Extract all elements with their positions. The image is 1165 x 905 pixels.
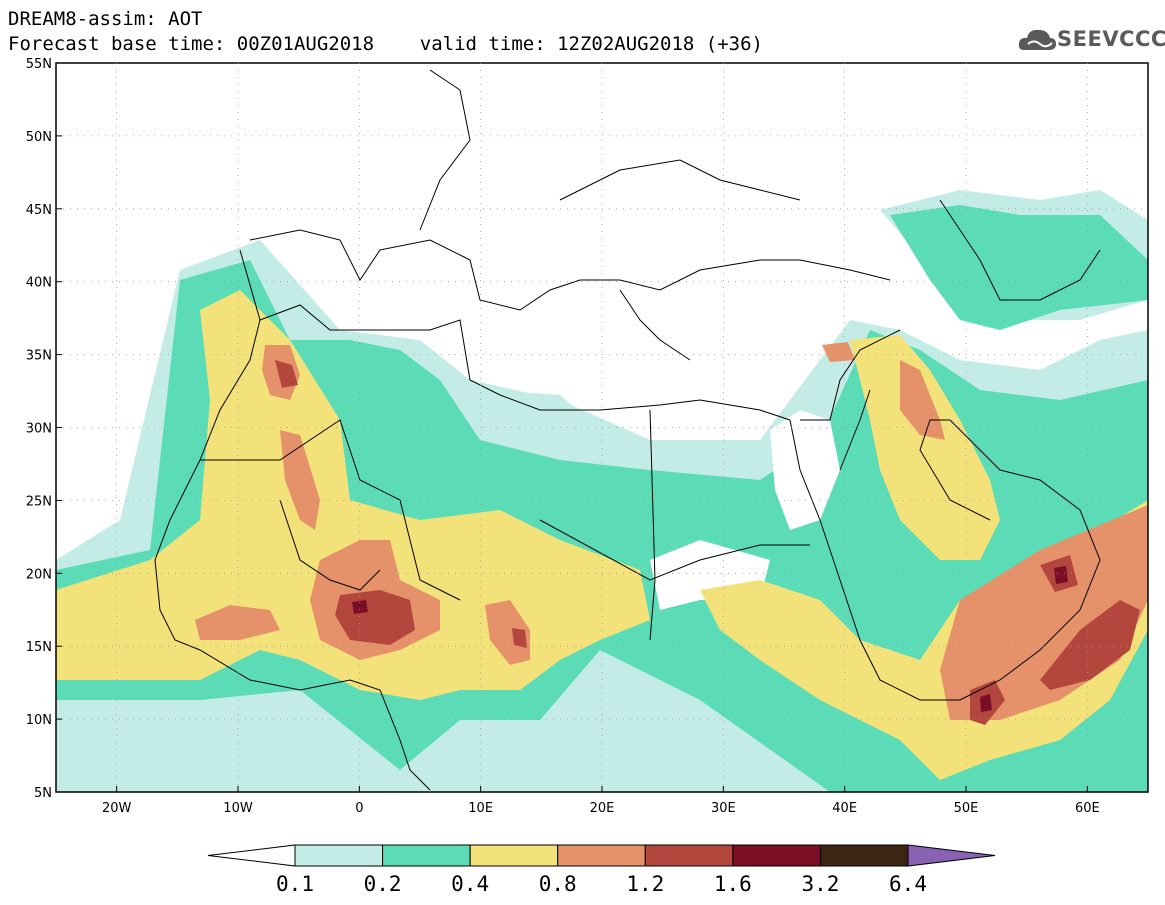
colorbar-swatch xyxy=(557,844,646,867)
colorbar-swatch xyxy=(469,844,559,867)
product-title: DREAM8-assim: AOT xyxy=(8,8,203,30)
lat-label: 45N xyxy=(26,203,52,218)
lon-label: 0 xyxy=(355,801,363,816)
colorbar-label: 0.2 xyxy=(363,872,402,896)
colorbar-label: 3.2 xyxy=(801,872,840,896)
colorbar-swatch xyxy=(644,844,734,867)
lon-label: 10W xyxy=(223,801,253,816)
lat-label: 25N xyxy=(26,494,52,509)
lat-label: 35N xyxy=(26,349,52,364)
lon-label: 30E xyxy=(711,801,736,816)
graticule xyxy=(56,63,1148,792)
lat-label: 55N xyxy=(26,57,52,72)
lat-label: 5N xyxy=(34,786,52,801)
colorbar-over-triangle xyxy=(907,844,996,867)
forecast-time-line: Forecast base time: 00Z01AUG2018 valid t… xyxy=(8,33,763,55)
colorbar-label: 1.6 xyxy=(713,872,752,896)
colorbar-label: 6.4 xyxy=(889,872,927,896)
lat-label: 40N xyxy=(26,276,52,291)
lon-label: 40E xyxy=(832,801,857,816)
coastlines xyxy=(154,69,1101,791)
lon-label: 20E xyxy=(590,801,615,816)
lon-label: 10E xyxy=(468,801,493,816)
lon-label: 50E xyxy=(954,801,979,816)
colorbar-label: 1.2 xyxy=(626,872,665,896)
lon-label: 60E xyxy=(1075,801,1100,816)
colorbar-swatch xyxy=(732,844,821,867)
colorbar-under-triangle xyxy=(207,844,296,867)
colorbar-swatch xyxy=(819,844,909,867)
cloud-icon xyxy=(1018,29,1056,50)
colorbar-swatch xyxy=(294,844,384,867)
colorbar xyxy=(207,844,996,867)
lat-label: 30N xyxy=(26,422,52,437)
colorbar-label: 0.8 xyxy=(538,872,577,896)
colorbar-label: 0.1 xyxy=(276,872,314,896)
colorbar-label: 0.4 xyxy=(451,872,490,896)
lat-label: 10N xyxy=(26,713,52,728)
lat-label: 50N xyxy=(26,130,52,145)
lat-label: 15N xyxy=(26,640,52,655)
seevccc-logo: SEEVCCC xyxy=(1057,27,1165,51)
colorbar-swatch xyxy=(382,844,471,867)
lat-label: 20N xyxy=(26,567,52,582)
lon-label: 20W xyxy=(102,801,132,816)
